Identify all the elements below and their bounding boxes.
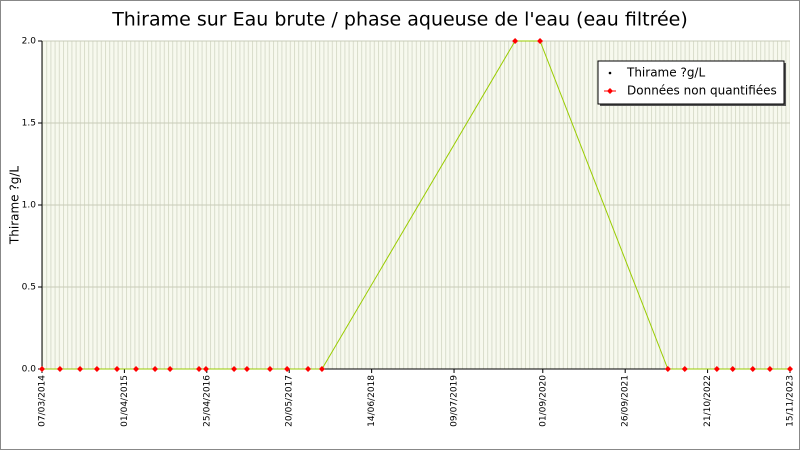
- non-quantified-marker: [284, 366, 291, 372]
- x-tick-label: 01/09/2020: [538, 375, 548, 427]
- non-quantified-marker: [787, 366, 793, 372]
- non-quantified-marker: [537, 38, 544, 44]
- y-tick-label: 1.0: [22, 201, 37, 211]
- x-tick-label: 14/06/2018: [367, 375, 377, 427]
- non-quantified-marker: [713, 366, 720, 372]
- non-quantified-marker: [152, 366, 159, 372]
- non-quantified-marker: [243, 366, 250, 372]
- legend-marker: [607, 88, 613, 94]
- non-quantified-marker: [664, 366, 671, 372]
- legend-label: Données non quantifiées: [627, 84, 777, 98]
- legend-box: [597, 60, 785, 105]
- non-quantified-marker: [681, 366, 688, 372]
- x-tick-label: 20/05/2017: [285, 375, 295, 427]
- x-tick-label: 09/07/2019: [450, 375, 460, 427]
- y-tick-label: 0.5: [22, 283, 36, 293]
- legend-label: Thirame ?g/L: [626, 66, 705, 80]
- non-quantified-marker: [93, 366, 100, 372]
- chart-title: Thirame sur Eau brute / phase aqueuse de…: [111, 9, 688, 31]
- x-tick-label: 26/09/2021: [621, 375, 631, 427]
- x-tick-label: 07/03/2014: [38, 375, 48, 427]
- y-axis-label: Thirame ?g/L: [8, 166, 22, 245]
- legend-marker: [608, 71, 612, 75]
- x-tick-label: 25/04/2016: [202, 375, 212, 427]
- non-quantified-marker: [749, 366, 756, 372]
- non-quantified-marker: [318, 366, 325, 372]
- non-quantified-marker: [266, 366, 273, 372]
- y-tick-label: 1.5: [22, 119, 36, 129]
- non-quantified-marker: [167, 366, 174, 372]
- non-quantified-marker: [231, 366, 238, 372]
- non-quantified-marker: [195, 366, 202, 372]
- non-quantified-marker: [114, 366, 121, 372]
- y-tick-label: 2.0: [22, 37, 37, 47]
- non-quantified-marker: [512, 38, 519, 44]
- x-tick-label: 01/04/2015: [120, 375, 130, 427]
- non-quantified-marker: [202, 366, 209, 372]
- x-tick-label: 15/11/2023: [786, 375, 796, 427]
- non-quantified-marker: [305, 366, 312, 372]
- x-tick-label: 21/10/2022: [703, 375, 713, 427]
- non-quantified-marker: [133, 366, 140, 372]
- non-quantified-marker: [56, 366, 63, 372]
- y-tick-label: 0.0: [22, 365, 37, 375]
- non-quantified-marker: [766, 366, 773, 372]
- non-quantified-marker: [729, 366, 736, 372]
- non-quantified-marker: [77, 366, 84, 372]
- non-quantified-marker: [39, 366, 45, 372]
